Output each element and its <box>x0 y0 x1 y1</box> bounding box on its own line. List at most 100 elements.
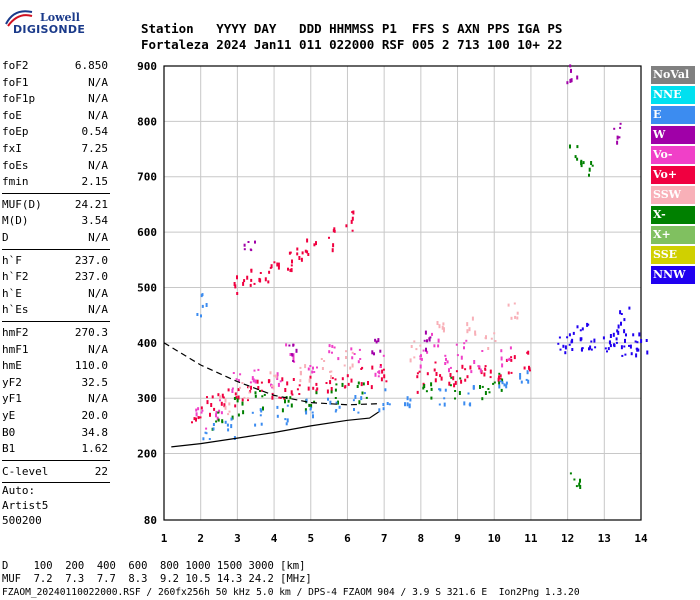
echo-point <box>487 347 490 350</box>
echo-point <box>210 403 213 407</box>
echo-point <box>505 384 508 389</box>
echo-point <box>423 339 426 342</box>
param-name: foEp <box>2 125 29 139</box>
echo-point <box>474 333 477 336</box>
echo-point <box>416 372 419 375</box>
echo-point <box>374 372 377 377</box>
echo-point <box>292 353 295 358</box>
echo-point <box>259 414 262 417</box>
echo-point <box>307 253 310 256</box>
echo-point <box>224 405 227 410</box>
x-tick-label: 2 <box>197 532 204 545</box>
echo-point <box>354 395 357 399</box>
echo-point <box>378 370 381 375</box>
param-value: N/A <box>88 303 108 317</box>
echo-point <box>371 365 374 370</box>
echo-point <box>437 344 440 348</box>
echo-point <box>212 427 215 431</box>
echo-point <box>288 344 291 347</box>
param-name: h`E <box>2 286 22 300</box>
echo-point <box>333 346 336 349</box>
echo-point <box>290 403 293 408</box>
echo-point <box>237 388 240 392</box>
echo-point <box>468 403 471 406</box>
echo-point <box>574 155 577 159</box>
echo-point <box>330 390 333 394</box>
echo-point <box>211 395 214 399</box>
echo-point <box>472 385 475 389</box>
echo-point <box>576 157 579 161</box>
param-value: N/A <box>88 158 108 172</box>
echo-point <box>526 370 529 375</box>
footer-file-info: FZAOM_20240110022000.RSF / 260fx256h 50 … <box>2 587 580 598</box>
echo-point <box>440 376 443 381</box>
echo-point <box>489 369 492 374</box>
echo-point <box>260 389 263 392</box>
echo-point <box>581 327 584 331</box>
echo-point <box>492 382 495 385</box>
param-name: fmin <box>2 175 29 189</box>
x-tick-label: 10 <box>488 532 501 545</box>
y-tick-label: 600 <box>137 226 157 239</box>
echo-point <box>438 324 441 329</box>
echo-point <box>443 402 446 407</box>
param-row-fof1p: foF1p N/A <box>2 91 108 107</box>
param-value: 24.21 <box>74 197 108 211</box>
echo-point <box>357 411 360 414</box>
echo-point <box>625 333 627 337</box>
echo-point <box>559 348 562 351</box>
param-row-b1: B1 1.62 <box>2 441 108 457</box>
echo-point <box>249 248 252 251</box>
echo-point <box>513 302 516 305</box>
echo-point <box>619 126 622 129</box>
param-row-hes: h`Es N/A <box>2 302 108 318</box>
footer-muf-row: MUF 7.2 7.3 7.7 8.3 9.2 10.5 14.3 24.2 [… <box>2 573 312 585</box>
echo-point <box>235 396 238 400</box>
param-value: N/A <box>88 75 108 89</box>
echo-point <box>566 336 569 339</box>
echo-point <box>260 381 263 384</box>
echo-point <box>330 370 333 373</box>
echo-point <box>241 401 244 406</box>
echo-point <box>519 373 522 377</box>
echo-point <box>454 397 456 400</box>
y-tick-label: 700 <box>137 171 157 184</box>
legend-item-nne: NNE <box>651 86 695 104</box>
echo-point <box>226 423 229 427</box>
echo-point <box>358 400 361 405</box>
echo-point <box>271 385 273 387</box>
logo-lowell-text: Lowell <box>40 11 80 24</box>
echo-point <box>590 348 593 351</box>
echo-point <box>304 364 307 369</box>
echo-point <box>443 327 445 332</box>
echo-point <box>382 354 385 357</box>
echo-point <box>290 353 293 356</box>
echo-point <box>217 418 220 422</box>
echo-point <box>323 360 326 362</box>
echo-point <box>528 367 531 370</box>
echo-point <box>459 377 462 380</box>
echo-point <box>346 374 349 378</box>
echo-point <box>273 261 276 264</box>
echo-point <box>287 267 289 271</box>
echo-point <box>463 401 466 406</box>
echo-point <box>479 368 482 373</box>
echo-point <box>197 407 200 411</box>
param-row-fmin: fmin 2.15 <box>2 174 108 190</box>
echo-point <box>509 346 512 350</box>
echo-point <box>576 325 579 329</box>
echo-point <box>351 211 354 214</box>
echo-point <box>236 292 239 295</box>
param-name: C-level <box>2 464 49 478</box>
echo-point <box>361 391 364 395</box>
echo-point <box>375 340 378 344</box>
echo-point <box>519 376 522 380</box>
echo-point <box>315 391 318 395</box>
echo-point <box>251 411 254 414</box>
legend-item-ssw: SSW <box>651 186 695 204</box>
echo-point <box>579 478 581 483</box>
echo-point <box>304 408 307 413</box>
echo-point <box>289 396 292 400</box>
echo-point <box>516 311 519 315</box>
echo-point <box>570 68 572 73</box>
